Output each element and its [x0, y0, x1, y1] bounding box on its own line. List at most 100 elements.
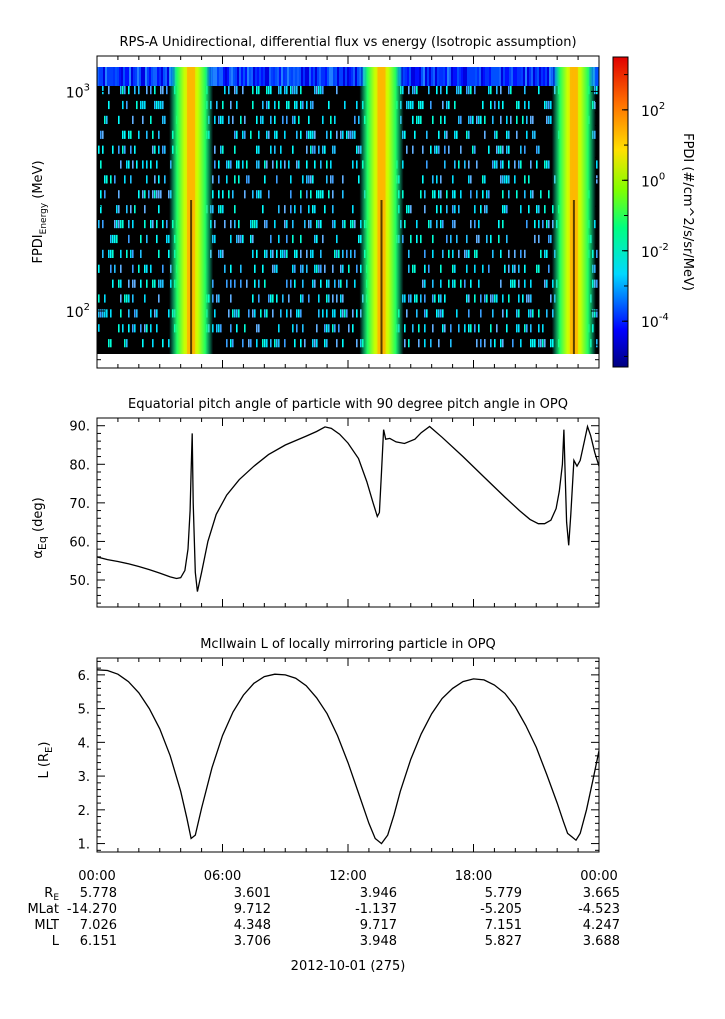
heatmap-cell: [222, 145, 224, 154]
heatmap-cell: [348, 264, 350, 273]
heatmap-cell: [337, 67, 339, 86]
heatmap-cell: [314, 145, 316, 154]
heatmap-cell: [352, 324, 354, 333]
heatmap-cell: [276, 175, 278, 184]
heatmap-cell: [494, 100, 496, 110]
heatmap-cell: [548, 220, 550, 229]
belt-crossing-gap: [572, 200, 575, 354]
heatmap-cell: [268, 190, 270, 199]
heatmap-cell: [163, 67, 165, 86]
heatmap-cell: [490, 100, 492, 110]
heatmap-cell: [102, 86, 104, 95]
heatmap-cell: [116, 234, 118, 244]
ephemeris-label-main: L: [52, 934, 60, 949]
heatmap-cell: [296, 160, 298, 169]
heatmap-cell: [234, 175, 236, 184]
heatmap-cell: [346, 279, 348, 288]
heatmap-cell: [319, 67, 321, 86]
heatmap-cell: [254, 309, 256, 318]
time-tick-label: 06:00: [204, 869, 241, 884]
heatmap-cell: [454, 279, 456, 288]
heatmap-cell: [424, 309, 426, 318]
heatmap-cell: [252, 309, 254, 318]
heatmap-cell: [506, 145, 508, 154]
heatmap-cell: [216, 100, 218, 110]
heatmap-cell: [278, 324, 280, 333]
heatmap-cell: [538, 324, 540, 333]
heatmap-cell: [520, 205, 522, 214]
heatmap-cell: [476, 339, 478, 348]
heatmap-cell: [286, 115, 288, 124]
heatmap-cell: [302, 264, 304, 273]
heatmap-cell: [474, 205, 476, 214]
ephemeris-value: 3.706: [234, 934, 271, 949]
heatmap-cell: [438, 294, 440, 303]
heatmap-cell: [541, 67, 543, 86]
heatmap-cell: [596, 175, 598, 184]
heatmap-cell: [132, 264, 134, 273]
heatmap-cell: [234, 86, 236, 95]
heatmap-cell: [138, 190, 140, 199]
heatmap-cell: [132, 160, 134, 169]
heatmap-cell: [230, 294, 232, 303]
heatmap-cell: [447, 67, 449, 86]
heatmap-cell: [124, 175, 126, 184]
y-tick-label: 80.: [69, 458, 90, 473]
heatmap-cell: [454, 220, 456, 229]
heatmap-cell: [436, 309, 438, 318]
heatmap-cell: [534, 234, 536, 244]
heatmap-cell: [244, 130, 246, 139]
heatmap-cell: [334, 324, 336, 333]
ephemeris-label-sub: E: [53, 893, 59, 903]
heatmap-cell: [458, 205, 460, 214]
heatmap-cell: [415, 67, 417, 86]
heatmap-cell: [292, 115, 294, 124]
heatmap-cell: [144, 264, 146, 273]
heatmap-cell: [544, 100, 546, 110]
heatmap-cell: [506, 115, 508, 124]
heatmap-cell: [114, 220, 116, 229]
heatmap-cell: [424, 279, 426, 288]
heatmap-cell: [430, 339, 432, 348]
heatmap-cell: [444, 294, 446, 303]
heatmap-cell: [334, 220, 336, 229]
heatmap-cell: [229, 67, 231, 86]
heatmap-cell: [446, 190, 448, 199]
ephemeris-value: 3.601: [234, 886, 271, 901]
heatmap-cell: [501, 67, 503, 86]
heatmap-cell: [430, 100, 432, 110]
heatmap-cell: [154, 190, 156, 199]
heatmap-cell: [316, 324, 318, 333]
heatmap-cell: [106, 115, 108, 124]
heatmap-cell: [232, 115, 234, 124]
ephemeris-value: 9.717: [360, 918, 397, 933]
heatmap-cell: [262, 339, 264, 348]
heatmap-cell: [452, 249, 454, 258]
heatmap-cell: [272, 160, 274, 169]
heatmap-cell: [308, 294, 310, 303]
heatmap-cell: [306, 100, 308, 110]
heatmap-cell: [409, 67, 411, 86]
heatmap-cell: [314, 279, 316, 288]
heatmap-cell: [246, 160, 248, 169]
heatmap-cell: [502, 205, 504, 214]
heatmap-cell: [548, 160, 550, 169]
heatmap-cell: [468, 324, 470, 333]
ephemeris-value: 4.348: [234, 918, 271, 933]
heatmap-cell: [224, 264, 226, 273]
heatmap-cell: [463, 67, 465, 86]
heatmap-cell: [122, 130, 124, 139]
heatmap-cell: [500, 175, 502, 184]
heatmap-cell: [318, 145, 320, 154]
heatmap-cell: [538, 220, 540, 229]
ephemeris-value: 7.151: [485, 918, 522, 933]
heatmap-cell: [124, 130, 126, 139]
heatmap-cell: [294, 279, 296, 288]
heatmap-cell: [284, 160, 286, 169]
heatmap-cell: [219, 67, 221, 86]
heatmap-cell: [314, 339, 316, 348]
heatmap-cell: [488, 264, 490, 273]
heatmap-cell: [473, 67, 475, 86]
heatmap-cell: [440, 279, 442, 288]
heatmap-cell: [520, 160, 522, 169]
